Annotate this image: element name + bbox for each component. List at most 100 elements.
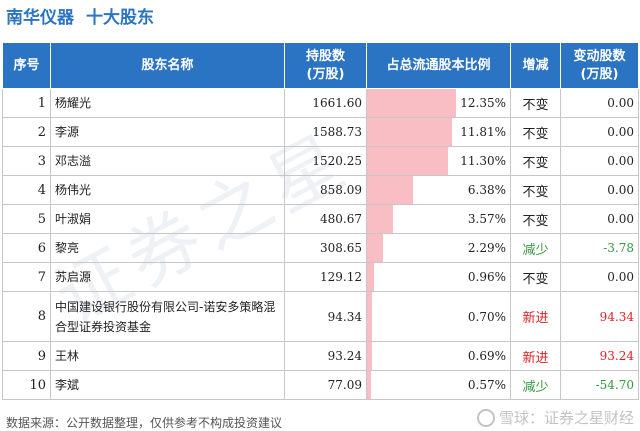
table-header-row: 序号 股东名称 持股数 (万股) 占总流通股本比例 增减 变动股数 (万股) xyxy=(2,42,639,89)
ratio-bar xyxy=(367,176,413,204)
ratio-value: 12.35% xyxy=(460,96,506,110)
holding-ratio: 0.70% xyxy=(366,291,511,342)
table-row: 10 李斌 77.09 0.57% 减少 -54.70 xyxy=(2,370,639,400)
share-delta: 0.00 xyxy=(560,204,639,234)
ratio-bar xyxy=(367,147,449,175)
shares-held: 308.65 xyxy=(284,233,367,263)
row-index: 9 xyxy=(2,341,51,371)
col-header-name: 股东名称 xyxy=(50,42,285,89)
row-index: 5 xyxy=(2,204,51,234)
table-row: 3 邓志溢 1520.25 11.30% 不变 0.00 xyxy=(2,146,639,176)
change-status: 不变 xyxy=(510,262,561,292)
holding-ratio: 2.29% xyxy=(366,233,511,263)
shareholder-name: 杨伟光 xyxy=(50,175,285,205)
holding-ratio: 0.57% xyxy=(366,370,511,400)
change-status: 不变 xyxy=(510,117,561,147)
ratio-value: 6.38% xyxy=(467,183,506,197)
share-delta: 0.00 xyxy=(560,88,639,118)
row-index: 6 xyxy=(2,233,51,263)
ratio-value: 11.81% xyxy=(460,125,506,139)
shares-held: 1520.25 xyxy=(284,146,367,176)
row-index: 10 xyxy=(2,370,51,400)
brand-watermark: 雪球：证券之星财经 xyxy=(476,407,634,428)
change-status: 新进 xyxy=(510,341,561,371)
shares-held: 93.24 xyxy=(284,341,367,371)
ratio-bar xyxy=(367,371,372,399)
table-row: 5 叶淑娟 480.67 3.57% 不变 0.00 xyxy=(2,204,639,234)
holding-ratio: 0.96% xyxy=(366,262,511,292)
row-index: 1 xyxy=(2,88,51,118)
change-status: 不变 xyxy=(510,175,561,205)
row-index: 2 xyxy=(2,117,51,147)
shares-held: 1661.60 xyxy=(284,88,367,118)
holding-ratio: 3.57% xyxy=(366,204,511,234)
table-row: 1 杨耀光 1661.60 12.35% 不变 0.00 xyxy=(2,88,639,118)
ratio-bar xyxy=(367,89,456,117)
snowball-logo-icon xyxy=(476,408,495,427)
shares-held: 129.12 xyxy=(284,262,367,292)
shares-held: 480.67 xyxy=(284,204,367,234)
ratio-value: 0.70% xyxy=(467,309,506,324)
shareholder-name: 王林 xyxy=(50,341,285,371)
col-header-shares: 持股数 (万股) xyxy=(284,42,367,89)
col-header-delta: 变动股数 (万股) xyxy=(560,42,639,89)
shareholder-name: 叶淑娟 xyxy=(50,204,285,234)
table-row: 4 杨伟光 858.09 6.38% 不变 0.00 xyxy=(2,175,639,205)
ratio-bar xyxy=(367,118,452,146)
share-delta: -3.78 xyxy=(560,233,639,263)
ratio-value: 2.29% xyxy=(467,241,506,255)
change-status: 不变 xyxy=(510,88,561,118)
shareholders-table: 序号 股东名称 持股数 (万股) 占总流通股本比例 增减 变动股数 (万股) 1 杨耀… xyxy=(2,42,639,400)
ratio-bar xyxy=(367,342,372,370)
title-bar: 南华仪器 十大股东 xyxy=(6,2,154,28)
ratio-value: 0.96% xyxy=(467,270,506,284)
table-body: 1 杨耀光 1661.60 12.35% 不变 0.00 2 李源 1588.73 11.81% 不… xyxy=(2,88,639,400)
table-row: 2 李源 1588.73 11.81% 不变 0.00 xyxy=(2,117,639,147)
shareholder-name: 黎亮 xyxy=(50,233,285,263)
brand-text: 雪球：证券之星财经 xyxy=(498,409,634,427)
row-index: 4 xyxy=(2,175,51,205)
ratio-value: 0.57% xyxy=(467,378,506,392)
row-index: 3 xyxy=(2,146,51,176)
ratio-bar xyxy=(367,263,374,291)
change-status: 新进 xyxy=(510,291,561,342)
shareholder-name: 中国建设银行股份有限公司-诺安多策略混合型证券投资基金 xyxy=(50,291,285,342)
ratio-bar xyxy=(367,205,393,233)
change-status: 不变 xyxy=(510,204,561,234)
table-row: 6 黎亮 308.65 2.29% 减少 -3.78 xyxy=(2,233,639,263)
holding-ratio: 6.38% xyxy=(366,175,511,205)
share-delta: 0.00 xyxy=(560,117,639,147)
page-title: 十大股东 xyxy=(86,7,154,28)
col-header-index: 序号 xyxy=(2,42,51,89)
change-status: 减少 xyxy=(510,370,561,400)
row-index: 8 xyxy=(2,291,51,342)
holding-ratio: 11.81% xyxy=(366,117,511,147)
ratio-value: 0.69% xyxy=(467,349,506,363)
holding-ratio: 11.30% xyxy=(366,146,511,176)
share-delta: -54.70 xyxy=(560,370,639,400)
change-status: 减少 xyxy=(510,233,561,263)
shareholder-name: 李斌 xyxy=(50,370,285,400)
col-header-change: 增减 xyxy=(510,42,561,89)
shareholder-name: 杨耀光 xyxy=(50,88,285,118)
holding-ratio: 0.69% xyxy=(366,341,511,371)
shareholder-name: 李源 xyxy=(50,117,285,147)
table-row: 9 王林 93.24 0.69% 新进 93.24 xyxy=(2,341,639,371)
share-delta: 94.34 xyxy=(560,291,639,342)
shares-held: 94.34 xyxy=(284,291,367,342)
shareholder-name: 苏启源 xyxy=(50,262,285,292)
shares-held: 1588.73 xyxy=(284,117,367,147)
ratio-value: 11.30% xyxy=(460,154,506,168)
share-delta: 0.00 xyxy=(560,262,639,292)
col-header-ratio: 占总流通股本比例 xyxy=(366,42,511,89)
holding-ratio: 12.35% xyxy=(366,88,511,118)
share-delta: 0.00 xyxy=(560,175,639,205)
ratio-bar xyxy=(367,292,373,341)
shareholder-name: 邓志溢 xyxy=(50,146,285,176)
share-delta: 0.00 xyxy=(560,146,639,176)
company-name: 南华仪器 xyxy=(6,7,74,28)
share-delta: 93.24 xyxy=(560,341,639,371)
shares-held: 77.09 xyxy=(284,370,367,400)
table-row: 8 中国建设银行股份有限公司-诺安多策略混合型证券投资基金 94.34 0.70% 新进… xyxy=(2,291,639,342)
row-index: 7 xyxy=(2,262,51,292)
